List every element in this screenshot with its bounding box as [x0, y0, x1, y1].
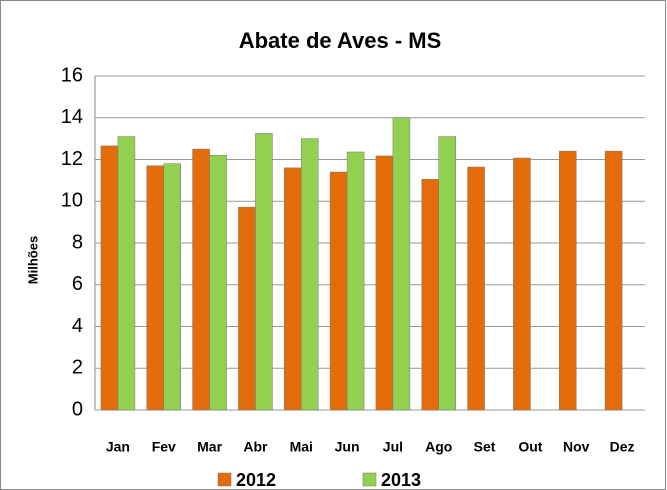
chart-title: Abate de Aves - MS [239, 28, 442, 53]
x-tick-label: Jul [383, 439, 403, 455]
x-tick-label: Dez [610, 439, 635, 455]
bar [559, 150, 577, 411]
y-axis-label: Milhões [25, 236, 40, 284]
x-tick-label: Set [474, 439, 496, 455]
bar [146, 165, 164, 411]
legend-swatch [217, 472, 232, 487]
y-tick-label: 2 [72, 357, 83, 379]
bar [163, 163, 181, 411]
y-tick-label: 16 [61, 64, 83, 86]
bar [209, 155, 227, 411]
bar [284, 167, 302, 411]
y-tick-label: 0 [72, 398, 83, 420]
x-tick-label: Fev [152, 439, 176, 455]
bar [346, 151, 365, 411]
bar [301, 138, 319, 411]
bar [238, 206, 256, 411]
bar [100, 145, 119, 411]
bar [604, 150, 623, 411]
legend-label: 2012 [236, 470, 276, 490]
bar [392, 117, 411, 411]
x-tick-label: Mar [197, 439, 222, 455]
bar [421, 179, 439, 411]
bar [375, 155, 394, 411]
y-tick-label: 10 [61, 190, 83, 212]
legend-swatch [362, 472, 377, 487]
bar [192, 148, 210, 411]
x-tick-label: Jan [106, 439, 130, 455]
x-tick-label: Nov [563, 439, 590, 455]
bar [255, 133, 273, 411]
bar [438, 136, 456, 411]
y-tick-label: 4 [72, 315, 83, 337]
legend-label: 2013 [381, 470, 421, 490]
bar [329, 171, 348, 411]
y-tick-label: 6 [72, 273, 83, 295]
x-tick-label: Jun [335, 439, 360, 455]
bar [467, 166, 485, 411]
x-tick-label: Out [518, 439, 542, 455]
x-tick-label: Mai [290, 439, 313, 455]
bar [513, 157, 531, 411]
y-tick-label: 8 [72, 231, 83, 253]
x-tick-label: Ago [425, 439, 452, 455]
y-tick-label: 14 [61, 106, 83, 128]
y-tick-label: 12 [61, 148, 83, 170]
bar [117, 136, 136, 411]
x-tick-label: Abr [243, 439, 268, 455]
